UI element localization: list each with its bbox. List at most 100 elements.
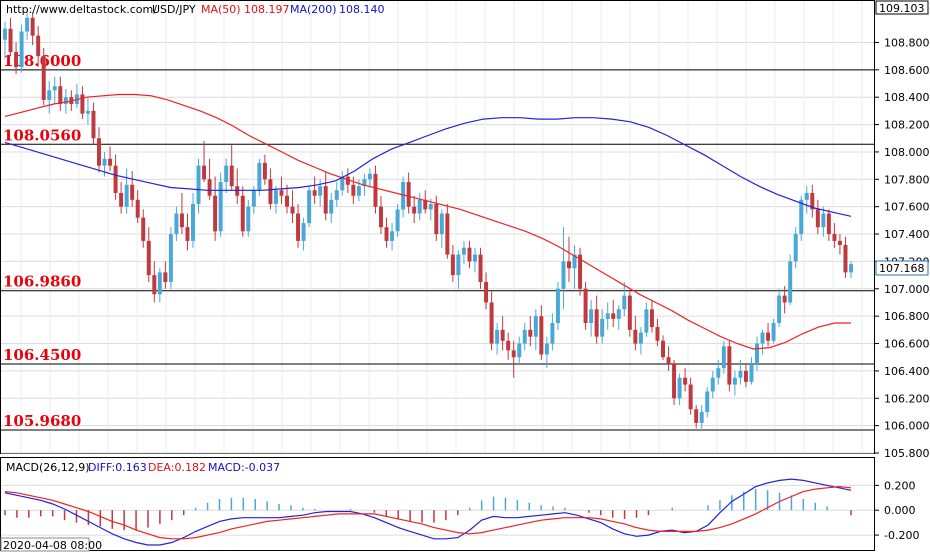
date-box bbox=[0, 537, 90, 552]
ma200-value: 108.140 bbox=[339, 3, 385, 16]
candle-down bbox=[135, 199, 140, 218]
candle-down bbox=[379, 206, 383, 228]
price-tick-label: 106.400 bbox=[884, 365, 930, 378]
level-label: 106.4500 bbox=[3, 346, 81, 364]
candle-down bbox=[185, 227, 190, 241]
candle-down bbox=[832, 234, 837, 241]
candle-up bbox=[555, 288, 560, 323]
candle-up bbox=[616, 309, 621, 319]
candle-up bbox=[395, 209, 400, 232]
candle-up bbox=[473, 254, 477, 262]
level-label: 108.0560 bbox=[3, 126, 81, 144]
candle-down bbox=[434, 203, 439, 235]
candle-down bbox=[633, 329, 638, 344]
candle-down bbox=[478, 254, 483, 282]
candle-down bbox=[450, 254, 455, 276]
candle-down bbox=[782, 295, 787, 303]
candle-down bbox=[97, 138, 101, 166]
candle-up bbox=[246, 206, 251, 232]
candle-down bbox=[500, 329, 505, 341]
main-gridlines bbox=[1, 1, 874, 454]
candle-down bbox=[323, 186, 328, 214]
price-tick-label: 106.000 bbox=[884, 420, 930, 433]
top-price-label: 109.103 bbox=[879, 2, 925, 15]
candle-up bbox=[544, 343, 549, 355]
macd-dea-line bbox=[4, 485, 852, 540]
candle-down bbox=[240, 195, 245, 232]
candle-down bbox=[672, 364, 677, 399]
candle-down bbox=[279, 190, 284, 196]
site-url[interactable]: http://www.deltastock.com/ bbox=[6, 3, 157, 16]
candle-down bbox=[130, 184, 135, 200]
candle-down bbox=[743, 370, 748, 382]
price-tick-label: 107.800 bbox=[884, 173, 930, 186]
candle-down bbox=[141, 217, 146, 241]
candle-up bbox=[273, 190, 278, 204]
candle-up bbox=[251, 190, 256, 207]
candle-up bbox=[218, 182, 223, 232]
candle-up bbox=[533, 316, 538, 337]
macd-value-label: MACD:-0.037 bbox=[208, 461, 280, 474]
macd-histogram bbox=[4, 489, 852, 531]
level-label: 106.9860 bbox=[3, 273, 81, 291]
ma200-label: MA(200) bbox=[290, 3, 337, 16]
candle-down bbox=[683, 377, 688, 385]
candle-down bbox=[489, 302, 494, 344]
candle-down bbox=[694, 409, 699, 423]
candle-down bbox=[345, 176, 350, 185]
candle-up bbox=[589, 309, 594, 323]
axis-background bbox=[875, 0, 930, 552]
candle-up bbox=[3, 28, 7, 40]
candle-up bbox=[390, 231, 395, 241]
candle-down bbox=[113, 165, 118, 193]
candle-up bbox=[428, 203, 433, 210]
candle-up bbox=[224, 165, 229, 183]
candle-up bbox=[307, 190, 312, 224]
candle-up bbox=[102, 158, 107, 166]
candle-down bbox=[163, 272, 168, 282]
candle-up bbox=[755, 343, 759, 365]
candle-down bbox=[583, 288, 588, 323]
candlesticks bbox=[3, 8, 853, 432]
candle-down bbox=[423, 199, 428, 210]
candle-down bbox=[611, 313, 616, 319]
candle-down bbox=[539, 316, 544, 355]
candle-down bbox=[810, 192, 815, 210]
macd-diff-line bbox=[4, 478, 852, 546]
candle-down bbox=[406, 182, 411, 207]
candle-down bbox=[826, 213, 831, 235]
ma50-value: 108.197 bbox=[244, 3, 290, 16]
candle-down bbox=[649, 309, 654, 328]
candle-down bbox=[285, 195, 289, 207]
candle-down bbox=[41, 56, 46, 100]
candle-down bbox=[661, 340, 665, 358]
candle-up bbox=[738, 370, 743, 378]
macd-name: MACD(26,12,9) bbox=[6, 461, 90, 474]
candle-up bbox=[191, 203, 195, 241]
current-price-label: 107.168 bbox=[879, 262, 925, 275]
price-tick-label: 106.600 bbox=[884, 338, 930, 351]
candle-down bbox=[567, 261, 571, 269]
candle-down bbox=[296, 213, 301, 241]
candle-down bbox=[229, 165, 234, 187]
candle-up bbox=[760, 332, 765, 344]
candle-up bbox=[638, 332, 643, 344]
macd-gridlines bbox=[1, 484, 874, 536]
candle-up bbox=[174, 213, 179, 235]
candle-up bbox=[257, 162, 262, 191]
candle-down bbox=[108, 158, 113, 166]
candle-up bbox=[716, 368, 721, 378]
candle-up bbox=[417, 199, 422, 214]
candle-up bbox=[196, 165, 201, 204]
candle-down bbox=[119, 192, 124, 207]
candle-down bbox=[207, 179, 212, 196]
candle-up bbox=[799, 199, 804, 235]
candle-down bbox=[594, 309, 599, 337]
candle-down bbox=[152, 275, 157, 295]
candle-down bbox=[58, 86, 63, 105]
candle-down bbox=[146, 240, 151, 276]
candle-down bbox=[688, 384, 693, 410]
macd-axis: 0.200 0.000 -0.200 bbox=[875, 479, 919, 542]
candle-up bbox=[340, 176, 345, 191]
